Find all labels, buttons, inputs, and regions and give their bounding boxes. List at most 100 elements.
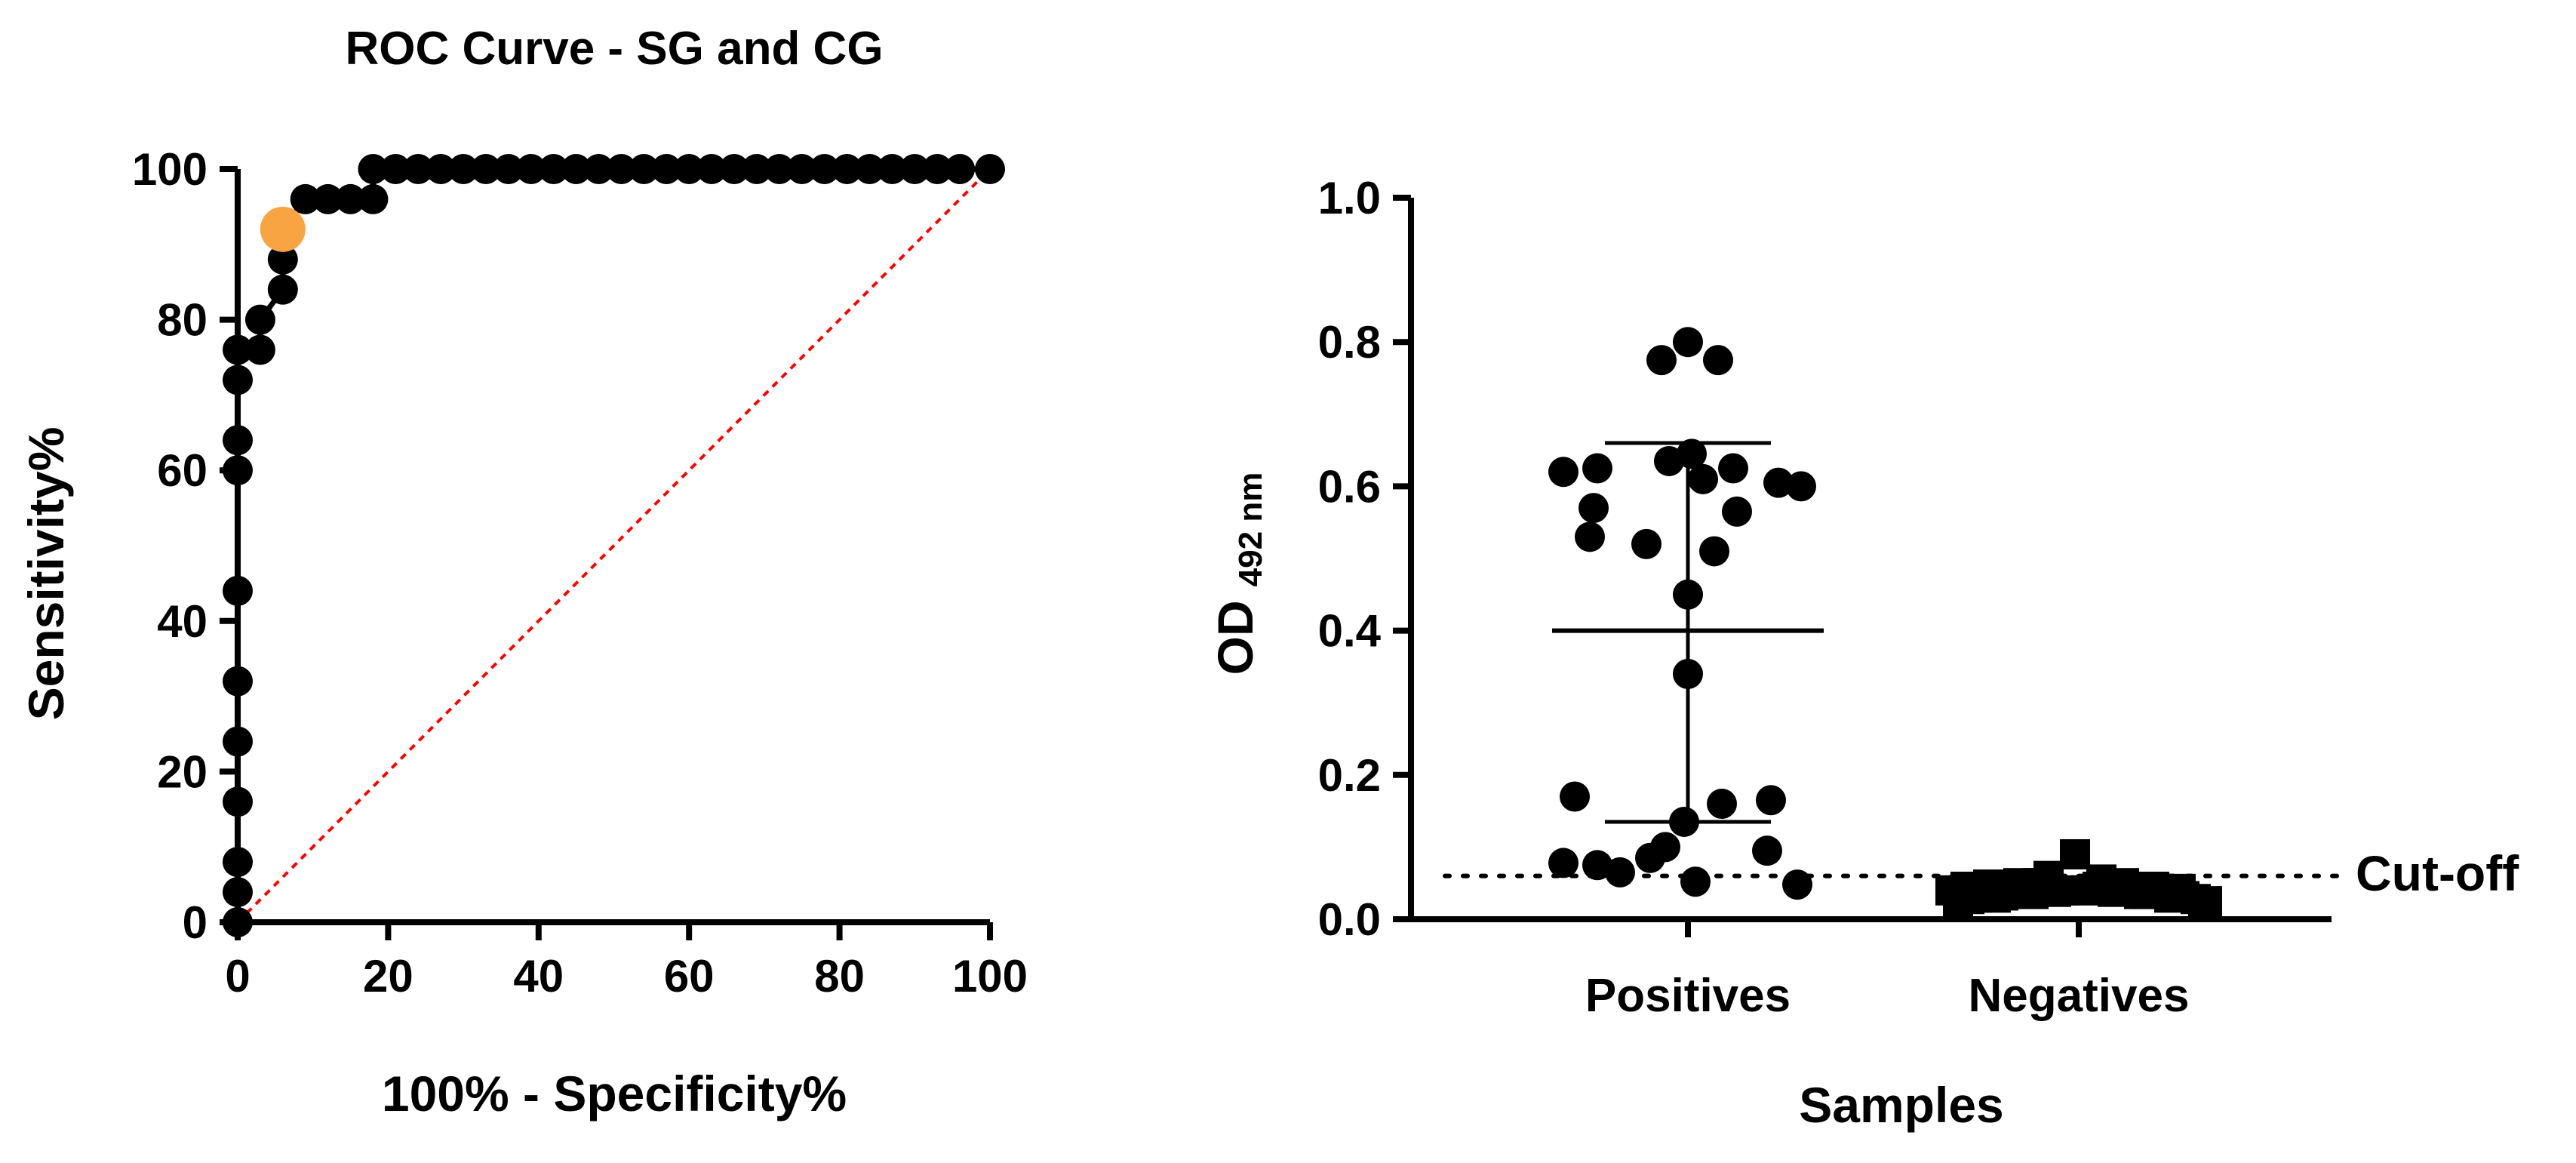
positive-point xyxy=(1635,842,1665,873)
positive-point xyxy=(1673,327,1703,358)
od-y-tick-label: 0.2 xyxy=(1318,750,1381,801)
roc-point xyxy=(244,334,275,365)
roc-point xyxy=(945,154,976,184)
roc-point xyxy=(380,154,411,184)
positive-point xyxy=(1582,850,1612,881)
roc-point xyxy=(538,154,569,184)
roc-point xyxy=(244,304,275,335)
od-x-axis-label: Samples xyxy=(1799,1077,2003,1133)
roc-point xyxy=(223,786,253,817)
od-chart: Samples OD 492 nm Cut-off 0.0 0.2 0.4 0.6 0.8… xyxy=(1207,173,2519,1133)
roc-point xyxy=(223,907,253,937)
roc-x-tick-label: 20 xyxy=(363,951,413,1001)
negative-point xyxy=(2188,888,2218,918)
roc-point xyxy=(335,183,366,214)
positive-point xyxy=(1786,471,1816,502)
roc-point xyxy=(741,154,772,184)
roc-point xyxy=(877,154,908,184)
positive-point xyxy=(1677,438,1707,469)
negative-point xyxy=(2116,873,2147,904)
roc-x-tick-label: 60 xyxy=(664,951,715,1001)
roc-point xyxy=(471,154,502,184)
roc-point xyxy=(223,726,253,757)
roc-x-tick-label: 80 xyxy=(814,951,865,1001)
positive-point xyxy=(1578,493,1609,524)
roc-point xyxy=(515,154,546,184)
roc-point xyxy=(899,154,930,184)
cutoff-label: Cut-off xyxy=(2356,845,2519,901)
roc-chart: ROC Curve - SG and CG 100% - Specificity… xyxy=(18,23,1028,1121)
roc-point xyxy=(629,154,659,184)
roc-plot-area: 0 20 40 60 80 100 0 20 40 60 80 100 xyxy=(132,144,1028,1001)
positive-point xyxy=(1688,463,1718,494)
roc-point xyxy=(561,154,592,184)
roc-point xyxy=(223,365,253,395)
positive-point xyxy=(1707,789,1737,820)
positive-point xyxy=(1631,528,1661,559)
roc-title: ROC Curve - SG and CG xyxy=(345,23,883,75)
positive-point xyxy=(1548,848,1578,878)
roc-y-tick-label: 0 xyxy=(183,897,207,948)
roc-point xyxy=(223,455,253,486)
roc-point xyxy=(651,154,682,184)
negative-point xyxy=(2083,871,2113,902)
roc-x-tick-label: 100 xyxy=(952,951,1028,1001)
roc-point xyxy=(267,244,298,275)
roc-x-axis-label: 100% - Specificity% xyxy=(382,1066,847,1121)
roc-point xyxy=(493,154,524,184)
roc-optimal-point xyxy=(260,206,306,252)
od-category-label: Positives xyxy=(1585,970,1791,1022)
roc-point xyxy=(223,575,253,606)
positive-point xyxy=(1646,345,1677,376)
roc-point xyxy=(358,154,389,184)
positive-point xyxy=(1560,781,1590,812)
positive-point xyxy=(1654,445,1684,476)
roc-reference-line xyxy=(236,168,991,924)
roc-point xyxy=(290,183,321,214)
od-y-axis-label-sub: 492 nm xyxy=(1232,472,1269,587)
roc-point xyxy=(674,154,705,184)
od-y-axis-label-main: OD xyxy=(1207,600,1263,675)
positive-point xyxy=(1718,453,1748,484)
positive-point xyxy=(1575,522,1605,552)
roc-point xyxy=(403,154,434,184)
roc-point xyxy=(854,154,885,184)
roc-point xyxy=(583,154,614,184)
od-category-label: Negatives xyxy=(1969,970,2190,1022)
negative-point xyxy=(1954,884,1984,915)
od-y-tick-label: 0.6 xyxy=(1318,461,1381,512)
roc-point xyxy=(719,154,750,184)
roc-point xyxy=(358,183,389,214)
roc-y-tick-label: 80 xyxy=(157,295,207,346)
od-y-tick-label: 1.0 xyxy=(1318,173,1381,223)
roc-point xyxy=(786,154,817,184)
roc-y-tick-label: 40 xyxy=(157,596,207,647)
roc-point xyxy=(448,154,479,184)
positive-point xyxy=(1782,869,1812,900)
negative-point xyxy=(2041,876,2071,907)
roc-y-tick-label: 20 xyxy=(157,746,207,797)
roc-point xyxy=(832,154,862,184)
roc-point xyxy=(696,154,727,184)
roc-y-axis-label: Sensitivity% xyxy=(18,427,74,721)
positive-point xyxy=(1752,835,1782,866)
roc-point xyxy=(606,154,637,184)
roc-x-tick-label: 0 xyxy=(225,951,250,1001)
positive-point xyxy=(1548,457,1578,488)
roc-point xyxy=(975,154,1005,184)
roc-point xyxy=(223,334,253,365)
roc-point xyxy=(223,666,253,697)
roc-x-tick-label: 40 xyxy=(513,951,564,1001)
negative-point xyxy=(2060,838,2090,869)
positive-point xyxy=(1582,453,1612,484)
roc-point xyxy=(223,425,253,456)
roc-point xyxy=(764,154,795,184)
roc-point xyxy=(809,154,840,184)
roc-point xyxy=(922,154,953,184)
positive-point xyxy=(1756,785,1786,816)
od-y-tick-label: 0.4 xyxy=(1318,606,1382,657)
positive-point xyxy=(1680,866,1711,897)
roc-point xyxy=(312,183,343,214)
od-y-tick-label: 0.0 xyxy=(1318,894,1381,945)
